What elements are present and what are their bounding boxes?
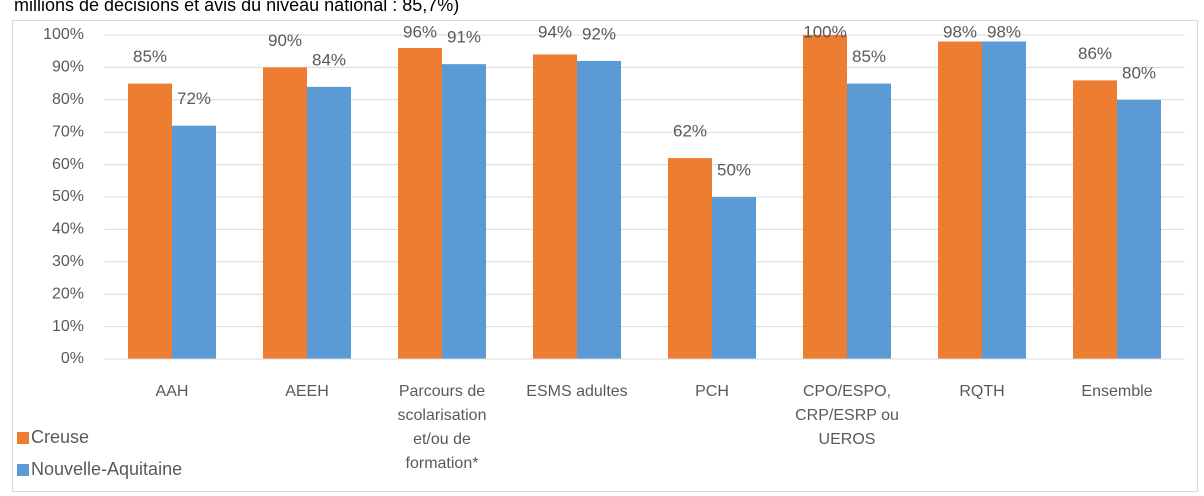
bar bbox=[442, 64, 486, 359]
legend-label: Creuse bbox=[31, 427, 89, 447]
legend-swatch bbox=[17, 432, 29, 444]
x-tick-label: AAH bbox=[156, 383, 189, 400]
y-tick-label: 20% bbox=[52, 285, 84, 302]
chart-frame bbox=[12, 20, 1198, 492]
y-tick-label: 70% bbox=[52, 123, 84, 140]
data-label: 98% bbox=[943, 22, 977, 41]
x-tick-label-line: formation* bbox=[406, 455, 479, 472]
data-label: 92% bbox=[582, 24, 616, 43]
x-tick-label: Parcours de scolarisation et/ou de formatio… bbox=[398, 383, 487, 472]
bar bbox=[307, 86, 351, 359]
y-tick-label: 0% bbox=[61, 350, 84, 367]
bar bbox=[172, 125, 216, 359]
x-tick-label-line: Parcours de bbox=[399, 383, 485, 400]
y-tick-label: 40% bbox=[52, 221, 84, 238]
chart-title: millions de décisions et avis du niveau … bbox=[14, 0, 459, 15]
bar bbox=[712, 197, 756, 359]
data-label: 85% bbox=[852, 47, 886, 66]
x-tick-label: Ensemble bbox=[1081, 383, 1152, 400]
x-tick-label-line: CPO/ESPO, bbox=[803, 383, 891, 400]
data-label: 50% bbox=[717, 160, 751, 179]
x-tick-label: CPO/ESPO, CRP/ESRP ou UEROS bbox=[795, 383, 899, 448]
x-tick-label-line: PCH bbox=[695, 383, 729, 400]
bar bbox=[847, 83, 891, 359]
x-tick-label: ESMS adultes bbox=[526, 383, 627, 400]
x-tick-label-line: RQTH bbox=[959, 383, 1004, 400]
legend-label: Nouvelle-Aquitaine bbox=[31, 459, 182, 479]
x-tick-label-line: et/ou de bbox=[413, 431, 471, 448]
data-label: 86% bbox=[1078, 44, 1112, 63]
x-tick-label-line: UEROS bbox=[819, 431, 876, 448]
x-tick-label-line: AAH bbox=[156, 383, 189, 400]
bar bbox=[263, 67, 307, 360]
bar bbox=[1117, 99, 1161, 360]
data-label: 94% bbox=[538, 22, 572, 41]
bar bbox=[668, 158, 712, 359]
data-label: 62% bbox=[673, 122, 707, 141]
bar bbox=[577, 60, 621, 360]
bar bbox=[533, 54, 577, 359]
x-tick-label-line: Ensemble bbox=[1081, 383, 1152, 400]
x-tick-label-line: scolarisation bbox=[398, 407, 487, 424]
y-tick-label: 10% bbox=[52, 318, 84, 335]
data-label: 84% bbox=[312, 50, 346, 69]
y-tick-label: 80% bbox=[52, 91, 84, 108]
data-label: 72% bbox=[177, 89, 211, 108]
bar bbox=[803, 35, 847, 359]
bar bbox=[398, 47, 442, 360]
y-tick-label: 50% bbox=[52, 188, 84, 205]
y-tick-label: 100% bbox=[43, 26, 84, 43]
data-label: 90% bbox=[268, 31, 302, 50]
bar bbox=[982, 41, 1026, 359]
x-tick-label-line: AEEH bbox=[285, 383, 329, 400]
bar bbox=[1073, 80, 1117, 360]
data-label: 96% bbox=[403, 22, 437, 41]
data-label: 80% bbox=[1122, 63, 1156, 82]
data-label: 100% bbox=[803, 22, 846, 41]
data-label: 98% bbox=[987, 22, 1021, 41]
x-tick-label-line: ESMS adultes bbox=[526, 383, 627, 400]
data-label: 85% bbox=[133, 47, 167, 66]
bar bbox=[938, 41, 982, 359]
y-tick-label: 90% bbox=[52, 59, 84, 76]
y-tick-label: 60% bbox=[52, 156, 84, 173]
data-label: 91% bbox=[447, 28, 481, 47]
x-tick-label: PCH bbox=[695, 383, 729, 400]
y-tick-label: 30% bbox=[52, 253, 84, 270]
x-tick-label: AEEH bbox=[285, 383, 329, 400]
x-tick-label: RQTH bbox=[959, 383, 1004, 400]
x-tick-label-line: CRP/ESRP ou bbox=[795, 407, 899, 424]
bar bbox=[128, 83, 172, 359]
legend-swatch bbox=[17, 464, 29, 476]
